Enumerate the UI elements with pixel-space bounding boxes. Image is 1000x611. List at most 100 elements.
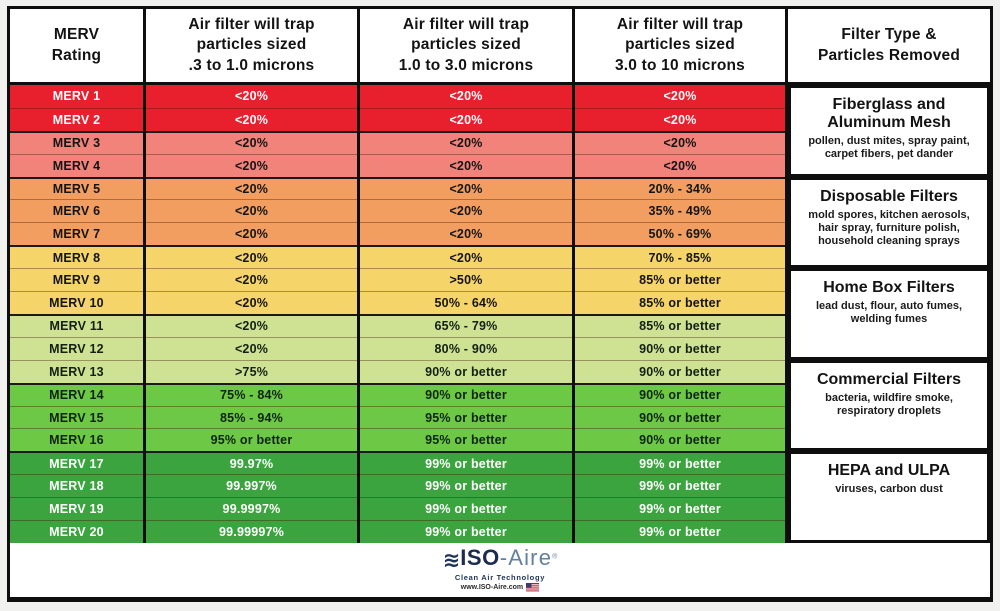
merv-rating-cell: MERV 1 bbox=[10, 85, 143, 108]
efficiency-cell-small: <20% bbox=[146, 130, 357, 154]
trademark-icon: ® bbox=[552, 553, 558, 561]
efficiency-cell-medium: 99% or better bbox=[360, 474, 572, 498]
merv-rating-cell: MERV 8 bbox=[10, 245, 143, 269]
filter-group-title: Commercial Filters bbox=[816, 370, 962, 388]
chart-frame: MERV Rating Air filter will trap particl… bbox=[7, 6, 993, 602]
merv-rating-cell: MERV 14 bbox=[10, 382, 143, 406]
footer: ≋ISO-Aire® Clean Air Technology www.ISO-… bbox=[10, 543, 990, 596]
efficiency-cell-large: 99% or better bbox=[575, 451, 785, 475]
efficiency-cell-small: <20% bbox=[146, 107, 357, 131]
efficiency-cell-medium: 95% or better bbox=[360, 428, 572, 452]
merv-rating-cell: MERV 2 bbox=[10, 107, 143, 131]
us-flag-icon bbox=[526, 583, 540, 593]
brand-tagline: Clean Air Technology bbox=[454, 572, 546, 582]
merv-rating-cell: MERV 19 bbox=[10, 497, 143, 521]
efficiency-cell-medium: 99% or better bbox=[360, 520, 572, 543]
efficiency-cell-medium: <20% bbox=[360, 153, 572, 177]
merv-rating-cell: MERV 18 bbox=[10, 474, 143, 498]
efficiency-cell-large: 85% or better bbox=[575, 291, 785, 314]
header-merv-rating: MERV Rating bbox=[10, 9, 143, 85]
merv-rating-cell: MERV 9 bbox=[10, 268, 143, 292]
header-filter-type: Filter Type & Particles Removed bbox=[788, 9, 990, 85]
efficiency-cell-medium: <20% bbox=[360, 176, 572, 200]
efficiency-cell-large: 90% or better bbox=[575, 428, 785, 452]
efficiency-cell-large: 99% or better bbox=[575, 497, 785, 521]
filter-group-hepa-ulpa: HEPA and ULPA viruses, carbon dust bbox=[788, 451, 990, 543]
merv-rating-cell: MERV 12 bbox=[10, 336, 143, 360]
filter-group-particles: bacteria, wildfire smoke, respiratory dr… bbox=[825, 391, 953, 417]
efficiency-cell-large: 90% or better bbox=[575, 382, 785, 406]
waves-icon: ≋ bbox=[442, 547, 461, 572]
efficiency-cell-small: <20% bbox=[146, 245, 357, 269]
efficiency-cell-small: <20% bbox=[146, 153, 357, 177]
filter-group-home-box: Home Box Filters lead dust, flour, auto … bbox=[788, 268, 990, 360]
efficiency-cell-medium: <20% bbox=[360, 107, 572, 131]
efficiency-cell-medium: 80% - 90% bbox=[360, 336, 572, 360]
filter-group-particles: viruses, carbon dust bbox=[835, 483, 943, 496]
efficiency-cell-medium: 90% or better bbox=[360, 359, 572, 383]
efficiency-cell-large: 50% - 69% bbox=[575, 222, 785, 246]
efficiency-cell-medium: 90% or better bbox=[360, 382, 572, 406]
header-particles-medium: Air filter will trap particles sized 1.0… bbox=[360, 9, 572, 85]
brand-website: www.ISO-Aire.com bbox=[460, 584, 524, 592]
filter-group-particles: mold spores, kitchen aerosols, hair spra… bbox=[808, 208, 970, 247]
efficiency-cell-small: 99.99997% bbox=[146, 520, 357, 543]
efficiency-cell-small: 99.9997% bbox=[146, 497, 357, 521]
efficiency-cell-small: 99.997% bbox=[146, 474, 357, 498]
filter-group-title: Disposable Filters bbox=[820, 187, 958, 205]
filter-group-title: Fiberglass and Aluminum Mesh bbox=[827, 96, 951, 131]
efficiency-cell-large: 70% - 85% bbox=[575, 245, 785, 269]
efficiency-cell-small: <20% bbox=[146, 313, 357, 337]
efficiency-cell-large: 90% or better bbox=[575, 405, 785, 429]
efficiency-cell-small: 85% - 94% bbox=[146, 405, 357, 429]
merv-rating-cell: MERV 7 bbox=[10, 222, 143, 246]
efficiency-cell-medium: <20% bbox=[360, 199, 572, 223]
efficiency-cell-medium: 50% - 64% bbox=[360, 291, 572, 314]
efficiency-cell-small: <20% bbox=[146, 222, 357, 246]
efficiency-cell-small: <20% bbox=[146, 85, 357, 108]
filter-group-commercial: Commercial Filters bacteria, wildfire sm… bbox=[788, 359, 990, 452]
filter-group-title: HEPA and ULPA bbox=[827, 462, 951, 480]
brand-website-line: www.ISO-Aire.com bbox=[443, 583, 558, 593]
efficiency-cell-small: <20% bbox=[146, 268, 357, 292]
efficiency-cell-large: 90% or better bbox=[575, 336, 785, 360]
merv-rating-cell: MERV 3 bbox=[10, 130, 143, 154]
efficiency-cell-large: 85% or better bbox=[575, 313, 785, 337]
filter-group-particles: pollen, dust mites, spray paint, carpet … bbox=[808, 134, 970, 160]
efficiency-cell-large: 90% or better bbox=[575, 359, 785, 383]
efficiency-cell-small: <20% bbox=[146, 199, 357, 223]
efficiency-cell-medium: 99% or better bbox=[360, 451, 572, 475]
efficiency-cell-large: 99% or better bbox=[575, 474, 785, 498]
efficiency-cell-small: <20% bbox=[146, 291, 357, 314]
efficiency-cell-large: <20% bbox=[575, 85, 785, 108]
brand-name: ISO-Aire bbox=[460, 544, 553, 570]
efficiency-cell-small: 95% or better bbox=[146, 428, 357, 452]
header-particles-large: Air filter will trap particles sized 3.0… bbox=[575, 9, 785, 85]
merv-rating-cell: MERV 17 bbox=[10, 451, 143, 475]
header-particles-small: Air filter will trap particles sized .3 … bbox=[146, 9, 357, 85]
efficiency-cell-small: <20% bbox=[146, 336, 357, 360]
efficiency-cell-medium: 95% or better bbox=[360, 405, 572, 429]
efficiency-cell-medium: >50% bbox=[360, 268, 572, 292]
merv-rating-cell: MERV 13 bbox=[10, 359, 143, 383]
efficiency-cell-large: 20% - 34% bbox=[575, 176, 785, 200]
merv-rating-cell: MERV 20 bbox=[10, 520, 143, 543]
merv-table: MERV Rating Air filter will trap particl… bbox=[10, 9, 990, 543]
merv-rating-cell: MERV 16 bbox=[10, 428, 143, 452]
filter-group-title: Home Box Filters bbox=[823, 279, 955, 297]
efficiency-cell-medium: <20% bbox=[360, 245, 572, 269]
brand-name-line: ≋ISO-Aire® bbox=[442, 544, 558, 572]
efficiency-cell-large: 35% - 49% bbox=[575, 199, 785, 223]
efficiency-cell-medium: <20% bbox=[360, 130, 572, 154]
efficiency-cell-large: <20% bbox=[575, 153, 785, 177]
merv-rating-cell: MERV 6 bbox=[10, 199, 143, 223]
merv-rating-cell: MERV 4 bbox=[10, 153, 143, 177]
efficiency-cell-medium: <20% bbox=[360, 85, 572, 108]
efficiency-cell-large: 85% or better bbox=[575, 268, 785, 292]
efficiency-cell-medium: <20% bbox=[360, 222, 572, 246]
filter-group-disposable: Disposable Filters mold spores, kitchen … bbox=[788, 176, 990, 269]
efficiency-cell-small: 75% - 84% bbox=[146, 382, 357, 406]
filter-group-particles: lead dust, flour, auto fumes, welding fu… bbox=[815, 300, 963, 326]
merv-rating-cell: MERV 11 bbox=[10, 313, 143, 337]
